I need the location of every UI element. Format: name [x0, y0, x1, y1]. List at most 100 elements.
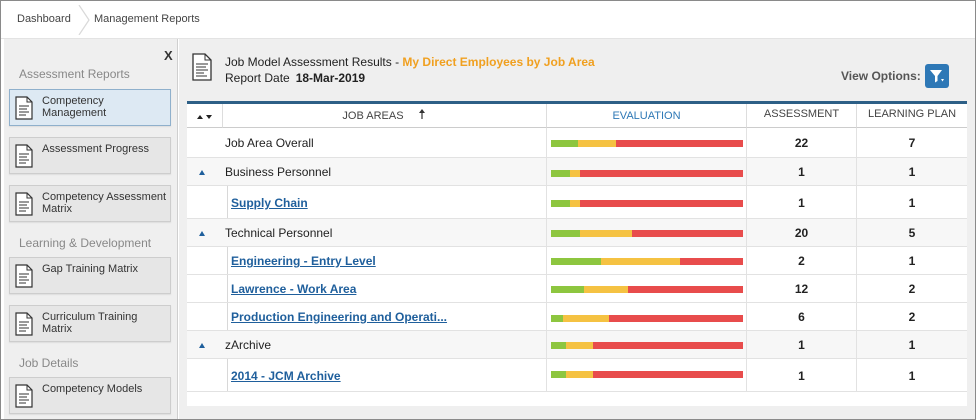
results-table: JOB AREAS EVALUATION ASSESSMENT LEARNING… [187, 101, 967, 406]
evaluation-bar-red-segment [627, 286, 743, 293]
collapse-triangle-icon[interactable] [199, 170, 205, 175]
evaluation-bar-yellow-segment [577, 140, 617, 147]
evaluation-bar [551, 342, 743, 349]
row-indent [227, 275, 228, 302]
breadcrumb-dashboard[interactable]: Dashboard [17, 13, 71, 25]
sidebar-item-label: Curriculum Training Matrix [42, 311, 138, 335]
sidebar-item-competency-assessment-matrix[interactable]: Competency Assessment Matrix [9, 185, 171, 222]
job-area-link[interactable]: Lawrence - Work Area [231, 282, 357, 296]
job-area-link[interactable]: Engineering - Entry Level [231, 254, 376, 268]
column-header-evaluation[interactable]: EVALUATION [547, 104, 747, 128]
evaluation-bar-red-segment [631, 230, 743, 237]
assessment-cell: 1 [747, 359, 857, 391]
filter-button[interactable] [925, 64, 949, 88]
sidebar-item-label: Competency Models [42, 383, 143, 395]
evaluation-cell [547, 359, 747, 391]
job-area-link[interactable]: Supply Chain [231, 196, 308, 210]
job-area-cell: Technical Personnel [187, 219, 547, 246]
report-date: Report Date 18-Mar-2019 [225, 71, 365, 85]
learning-plan-cell: 1 [857, 158, 967, 185]
learning-plan-count: 1 [908, 254, 916, 268]
assessment-cell: 12 [747, 275, 857, 302]
table-row: 2014 - JCM Archive 1 1 [187, 359, 967, 392]
evaluation-bar-green-segment [551, 230, 580, 237]
assessment-count: 6 [798, 310, 805, 324]
sidebar-heading-job-details: Job Details [19, 356, 79, 370]
report-title: Job Model Assessment Results - My Direct… [225, 55, 595, 69]
table-row: Technical Personnel 20 5 [187, 219, 967, 247]
assessment-count: 2 [798, 254, 805, 268]
assessment-count: 1 [798, 369, 805, 383]
learning-plan-count: 1 [908, 369, 916, 383]
learning-plan-count: 7 [908, 136, 916, 150]
report-subtitle: My Direct Employees by Job Area [402, 55, 595, 69]
report-document-icon [15, 312, 33, 336]
sidebar-item-assessment-progress[interactable]: Assessment Progress [9, 137, 171, 174]
table-row: Job Area Overall 22 7 [187, 128, 967, 158]
job-area-cell: zArchive [187, 331, 547, 358]
evaluation-bar-yellow-segment [583, 286, 628, 293]
report-panel: Job Model Assessment Results - My Direct… [179, 39, 975, 419]
evaluation-bar-yellow-segment [600, 258, 680, 265]
assessment-cell: 20 [747, 219, 857, 246]
sidebar-item-curriculum-training-matrix[interactable]: Curriculum Training Matrix [9, 305, 171, 342]
job-area-cell: 2014 - JCM Archive [187, 359, 547, 391]
job-area-cell: Engineering - Entry Level [187, 247, 547, 274]
evaluation-cell [547, 128, 747, 157]
sort-toggle[interactable] [187, 104, 223, 128]
job-area-link[interactable]: Production Engineering and Operati... [231, 310, 448, 324]
evaluation-bar-green-segment [551, 170, 571, 177]
learning-plan-cell: 1 [857, 359, 967, 391]
filter-icon [930, 70, 944, 83]
column-header-learning-plan[interactable]: LEARNING PLAN [857, 104, 967, 128]
evaluation-bar-green-segment [551, 342, 567, 349]
evaluation-bar-yellow-segment [570, 170, 580, 177]
sidebar-item-competency-management[interactable]: Competency Management [9, 89, 171, 126]
evaluation-bar-red-segment [593, 342, 743, 349]
evaluation-cell [547, 275, 747, 302]
sidebar-item-label: Competency Management [42, 95, 107, 119]
assessment-cell: 1 [747, 331, 857, 358]
collapse-triangle-icon[interactable] [199, 231, 205, 236]
sidebar-item-gap-training-matrix[interactable]: Gap Training Matrix [9, 257, 171, 294]
sidebar-item-competency-models[interactable]: Competency Models [9, 377, 171, 414]
learning-plan-count: 1 [908, 165, 916, 179]
report-date-value: 18-Mar-2019 [295, 71, 366, 85]
evaluation-bar-green-segment [551, 200, 571, 207]
evaluation-bar-yellow-segment [566, 342, 594, 349]
evaluation-bar [551, 170, 743, 177]
report-document-icon [15, 192, 33, 216]
evaluation-bar-yellow-segment [570, 200, 580, 207]
evaluation-bar [551, 230, 743, 237]
evaluation-bar [551, 258, 743, 265]
report-title-separator: - [391, 55, 403, 69]
evaluation-bar-green-segment [551, 258, 601, 265]
sort-ascending-icon [418, 109, 425, 119]
evaluation-bar-red-segment [679, 258, 743, 265]
learning-plan-cell: 5 [857, 219, 967, 246]
close-icon[interactable]: X [164, 48, 173, 63]
learning-plan-cell: 2 [857, 275, 967, 302]
job-area-name: Technical Personnel [225, 226, 333, 240]
evaluation-bar [551, 286, 743, 293]
job-area-cell: Lawrence - Work Area [187, 275, 547, 302]
sidebar-item-label: Gap Training Matrix [42, 263, 138, 275]
breadcrumb-separator-icon [78, 5, 90, 35]
learning-plan-cell: 1 [857, 186, 967, 218]
job-area-cell: Production Engineering and Operati... [187, 303, 547, 330]
evaluation-bar-green-segment [551, 315, 563, 322]
evaluation-bar [551, 140, 743, 147]
column-header-assessment[interactable]: ASSESSMENT [747, 104, 857, 128]
report-document-icon [15, 264, 33, 288]
job-area-link[interactable]: 2014 - JCM Archive [231, 369, 341, 383]
breadcrumb-management-reports[interactable]: Management Reports [94, 13, 200, 25]
collapse-triangle-icon[interactable] [199, 343, 205, 348]
column-header-job-areas[interactable]: JOB AREAS [223, 104, 547, 128]
assessment-count: 20 [794, 226, 809, 240]
table-row: Supply Chain 1 1 [187, 186, 967, 219]
evaluation-cell [547, 186, 747, 218]
view-options-label: View Options: [841, 69, 921, 83]
assessment-cell: 6 [747, 303, 857, 330]
report-document-icon [15, 384, 33, 408]
row-indent [227, 247, 228, 274]
